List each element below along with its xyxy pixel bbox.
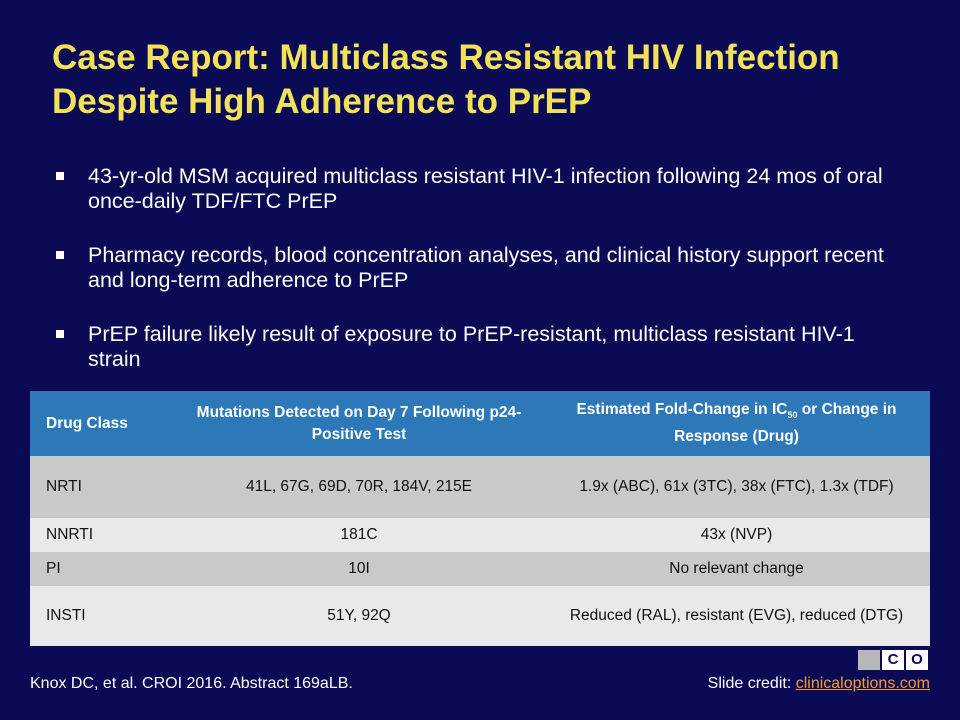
table-header-row: Drug Class Mutations Detected on Day 7 F…	[30, 391, 930, 456]
cell-mutations: 181C	[175, 518, 543, 552]
square-bullet-icon	[56, 330, 64, 338]
cell-drug-class: NRTI	[30, 456, 175, 518]
cell-change: No relevant change	[543, 552, 930, 586]
cell-drug-class: NNRTI	[30, 518, 175, 552]
cell-change: 1.9x (ABC), 61x (3TC), 38x (FTC), 1.3x (…	[543, 456, 930, 518]
logo-letter: C	[882, 650, 904, 670]
cell-mutations: 41L, 67G, 69D, 70R, 184V, 215E	[175, 456, 543, 518]
cell-drug-class: PI	[30, 552, 175, 586]
header-mutations: Mutations Detected on Day 7 Following p2…	[175, 391, 543, 456]
table-row: PI 10I No relevant change	[30, 552, 930, 586]
credit-label: Slide credit:	[707, 675, 796, 692]
table-row: NNRTI 181C 43x (NVP)	[30, 518, 930, 552]
header-fold-text: Estimated Fold-Change in IC	[576, 400, 788, 418]
bullet-item: 43-yr-old MSM acquired multiclass resist…	[52, 164, 912, 214]
bullet-list: 43-yr-old MSM acquired multiclass resist…	[52, 164, 912, 401]
table-row: NRTI 41L, 67G, 69D, 70R, 184V, 215E 1.9x…	[30, 456, 930, 518]
credit-link[interactable]: clinicaloptions.com	[795, 675, 930, 692]
citation: Knox DC, et al. CROI 2016. Abstract 169a…	[30, 675, 353, 692]
cell-mutations: 10I	[175, 552, 543, 586]
logo-letter: C	[858, 650, 880, 670]
square-bullet-icon	[56, 172, 64, 180]
resistance-table: Drug Class Mutations Detected on Day 7 F…	[30, 391, 930, 646]
cell-drug-class: INSTI	[30, 586, 175, 646]
bullet-item: Pharmacy records, blood concentration an…	[52, 243, 912, 293]
slide-title: Case Report: Multiclass Resistant HIV In…	[52, 38, 840, 121]
square-bullet-icon	[56, 251, 64, 259]
slide-credit: Slide credit: clinicaloptions.com	[708, 675, 930, 693]
bullet-item: PrEP failure likely result of exposure t…	[52, 322, 912, 372]
header-fold-text-end: or Change in Response (Drug)	[674, 400, 897, 446]
bullet-text: PrEP failure likely result of exposure t…	[88, 322, 855, 371]
header-drug-class: Drug Class	[30, 391, 175, 456]
cell-change: 43x (NVP)	[543, 518, 930, 552]
header-fold-change: Estimated Fold-Change in IC50 or Change …	[543, 391, 930, 456]
cell-change: Reduced (RAL), resistant (EVG), reduced …	[543, 586, 930, 646]
cell-mutations: 51Y, 92Q	[175, 586, 543, 646]
table-row: INSTI 51Y, 92Q Reduced (RAL), resistant …	[30, 586, 930, 646]
header-fold-subscript: 50	[787, 410, 798, 421]
cco-logo: C C O	[858, 650, 928, 670]
bullet-text: Pharmacy records, blood concentration an…	[88, 243, 884, 292]
logo-letter: O	[906, 650, 928, 670]
bullet-text: 43-yr-old MSM acquired multiclass resist…	[88, 164, 883, 213]
